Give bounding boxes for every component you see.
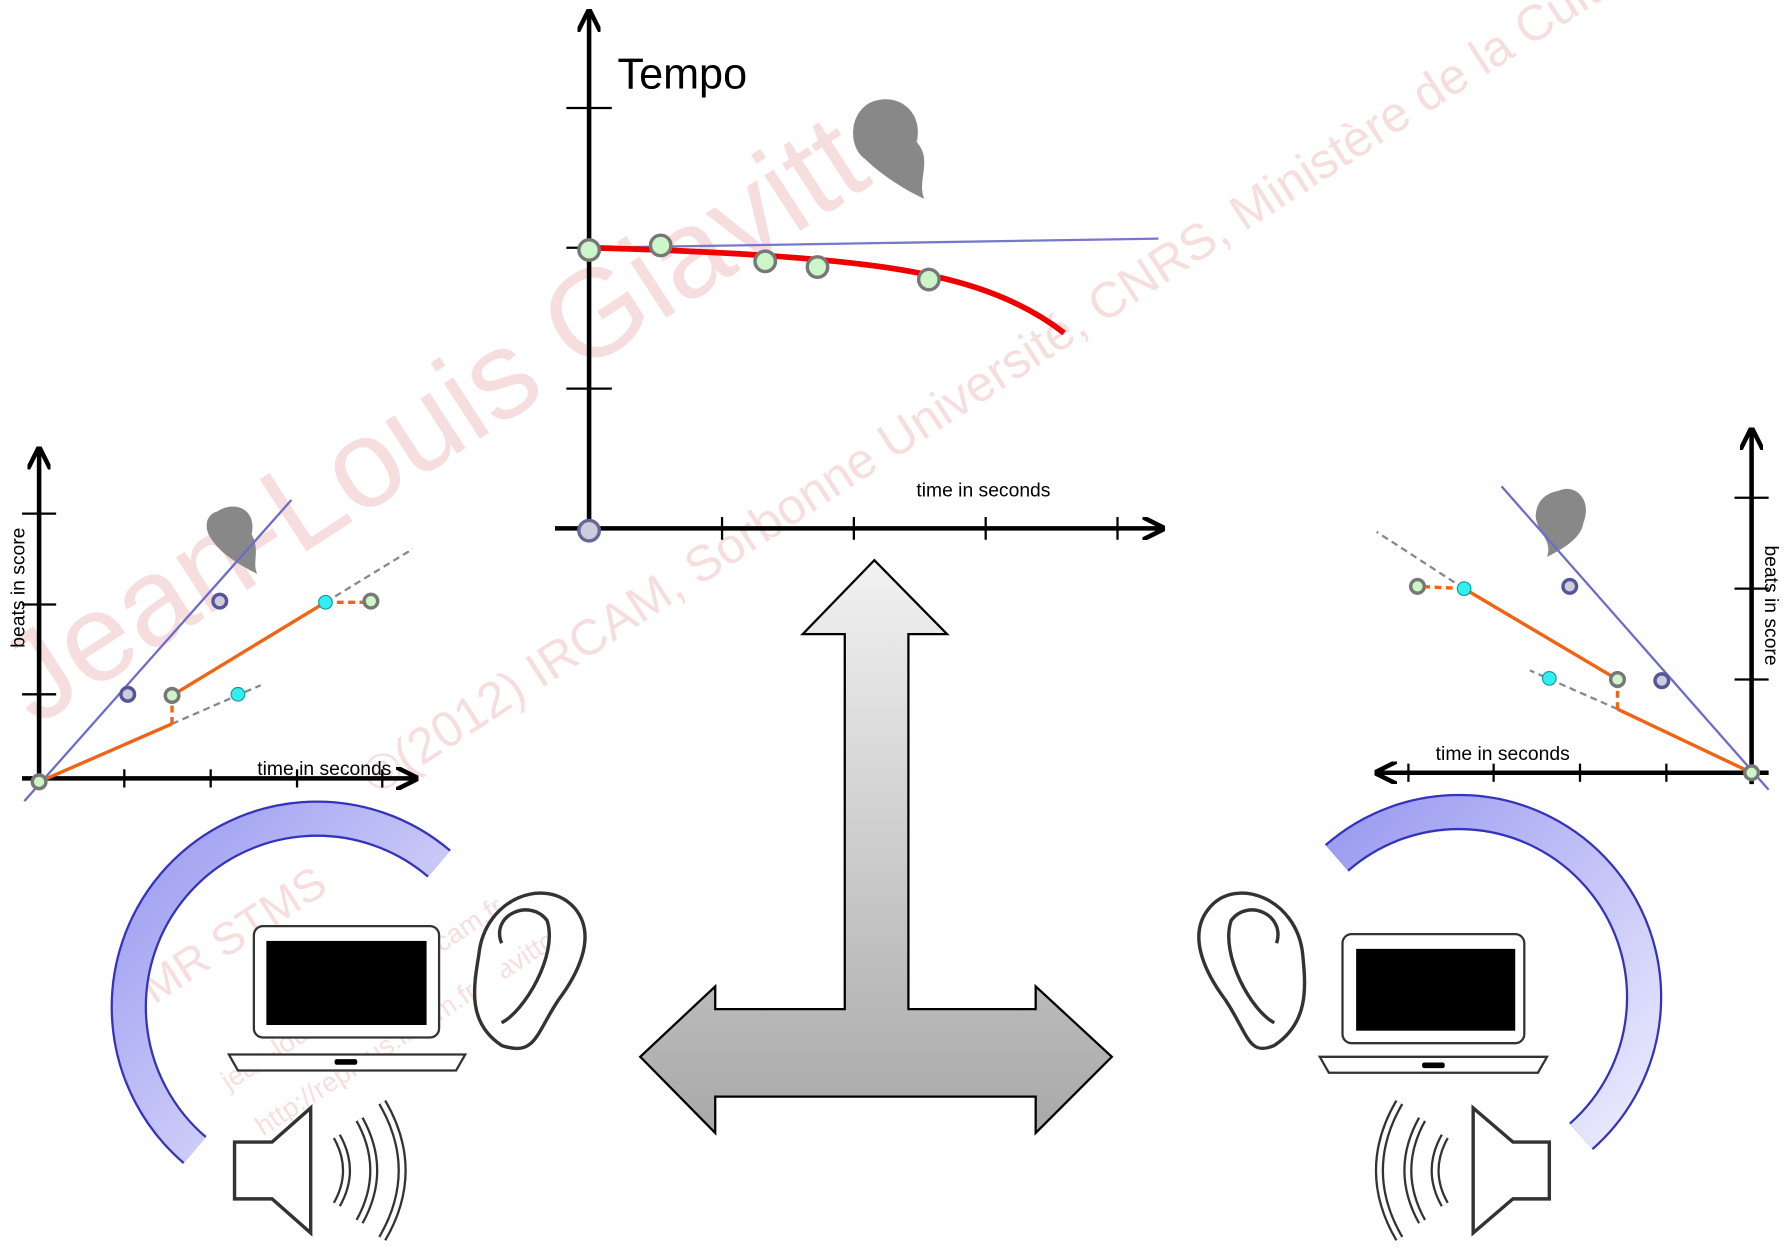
left-machine xyxy=(110,800,587,1241)
composer-silhouette xyxy=(853,99,925,199)
tempo-points xyxy=(577,233,941,292)
origin xyxy=(577,518,602,543)
composer-silhouette xyxy=(1535,488,1586,557)
x-label: time in seconds xyxy=(1436,744,1570,765)
watermark-author: Jean-Louis Giavitto xyxy=(0,51,948,750)
y-label: beats in score xyxy=(1760,545,1781,665)
y-label: beats in score xyxy=(8,528,29,648)
reference-line xyxy=(23,499,293,802)
title: Tempo xyxy=(617,51,747,99)
composer-silhouette xyxy=(206,506,258,574)
right-machine xyxy=(1197,793,1663,1241)
tempo-chart: Tempo time in seconds xyxy=(555,14,1161,543)
right-chart: time in seconds beats in score xyxy=(1377,432,1781,791)
x-label: time in seconds xyxy=(257,759,391,780)
interaction-arrow xyxy=(638,558,1114,1136)
reference-tempo xyxy=(589,237,1159,249)
reference-line xyxy=(1500,485,1770,791)
left-chart: time in seconds beats in score xyxy=(8,451,414,802)
x-label: time in seconds xyxy=(916,481,1050,502)
tempo-curve xyxy=(589,244,1066,336)
